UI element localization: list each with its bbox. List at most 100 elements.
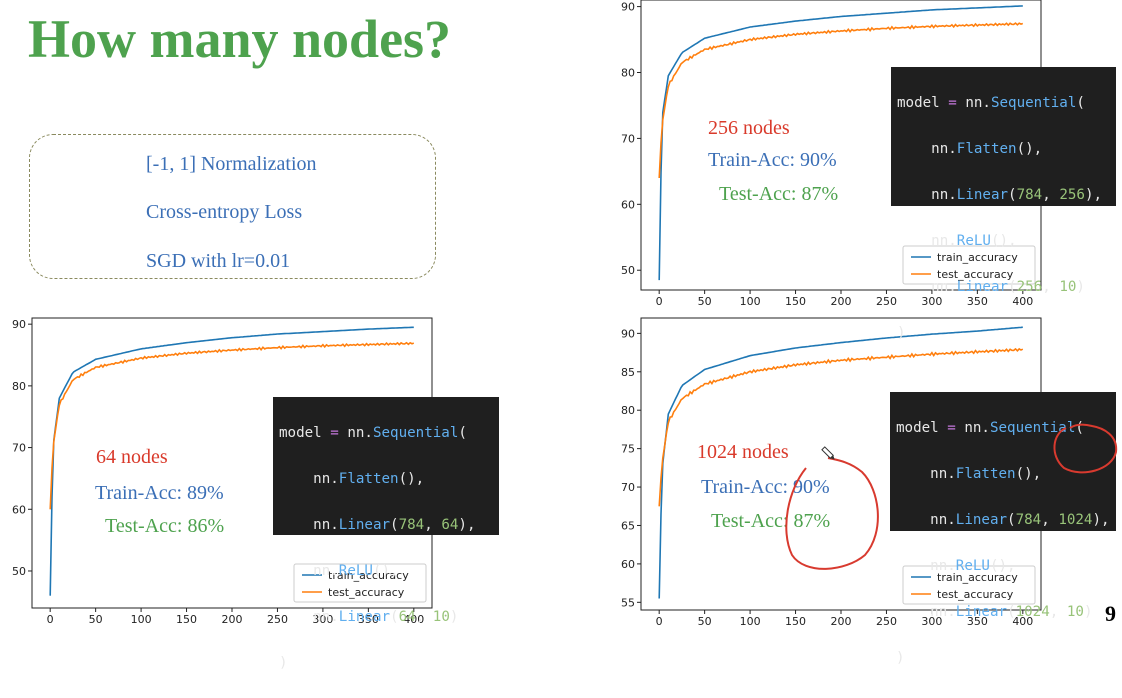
code-token: Linear	[338, 517, 391, 533]
code-token: Linear	[956, 187, 1009, 203]
code-token: nn.	[279, 471, 339, 487]
code-token: (),	[990, 233, 1017, 249]
panel-1024-code-block: model = nn.Sequential( nn.Flatten(), nn.…	[890, 392, 1116, 666]
code-token: nn.	[956, 95, 991, 111]
code-token: 10	[1066, 604, 1084, 620]
code-token: (	[390, 517, 399, 533]
x-tick-label: 350	[967, 615, 988, 628]
code-token: (	[1007, 604, 1016, 620]
code-token: (	[1008, 187, 1017, 203]
y-tick-label: 70	[621, 481, 635, 494]
code-token: nn.	[896, 558, 956, 574]
code-token: (),	[398, 471, 425, 487]
y-tick-label: 90	[621, 1, 635, 14]
x-tick-label: 0	[47, 613, 54, 626]
code-token: nn.	[896, 466, 956, 482]
code-token: ,	[415, 609, 433, 625]
code-token: 784	[1015, 512, 1042, 528]
setting-loss: Cross-entropy Loss	[146, 201, 303, 223]
code-token: =	[948, 95, 957, 111]
legend-box	[902, 565, 1036, 605]
code-token: model	[896, 420, 948, 436]
code-token: ReLU	[955, 558, 990, 574]
x-tick-label: 300	[312, 613, 333, 626]
code-token: nn.	[897, 141, 957, 157]
code-token: )	[896, 650, 905, 666]
code-token: =	[330, 425, 339, 441]
x-tick-label: 250	[267, 613, 288, 626]
x-tick-label: 250	[876, 615, 897, 628]
y-tick-label: 50	[621, 264, 635, 277]
y-tick-label: 80	[621, 404, 635, 417]
code-token: Sequential	[989, 420, 1076, 436]
code-line: )	[279, 652, 493, 675]
code-token: nn.	[955, 420, 990, 436]
x-tick-label: 50	[698, 295, 712, 308]
panel-64-train-acc: Train-Acc: 89%	[95, 482, 224, 504]
y-tick-label: 50	[12, 565, 26, 578]
code-token: ),	[458, 517, 476, 533]
y-tick-label: 60	[12, 503, 26, 516]
code-line: nn.Linear(64, 10)	[279, 606, 493, 629]
x-tick-label: 400	[403, 613, 424, 626]
code-token: nn.	[279, 609, 339, 625]
code-token: model	[279, 425, 331, 441]
code-token: =	[947, 420, 956, 436]
code-token: )	[897, 325, 906, 341]
y-tick-label: 90	[12, 318, 26, 331]
code-token: (	[390, 609, 399, 625]
code-line: nn.Flatten(),	[279, 468, 493, 491]
series-line-train_accuracy	[658, 5, 1023, 281]
code-token: (),	[989, 558, 1016, 574]
code-token: 1024	[1015, 604, 1050, 620]
code-token: ),	[1092, 512, 1110, 528]
code-token: 10	[1059, 279, 1077, 295]
x-tick-label: 50	[698, 615, 712, 628]
y-tick-label: 60	[621, 558, 635, 571]
code-token: nn.	[279, 517, 339, 533]
code-line: nn.Flatten(),	[896, 463, 1110, 486]
y-tick-label: 60	[621, 198, 635, 211]
panel-256-train-acc: Train-Acc: 90%	[708, 149, 837, 171]
x-tick-label: 250	[876, 295, 897, 308]
code-token: ,	[1049, 604, 1067, 620]
code-token: model	[897, 95, 949, 111]
legend-box	[902, 245, 1036, 285]
panel-64-test-acc: Test-Acc: 86%	[105, 515, 225, 537]
code-token: 256	[1016, 279, 1043, 295]
code-line: nn.Linear(256, 10)	[897, 276, 1110, 299]
x-tick-label: 50	[89, 613, 103, 626]
code-token: 784	[398, 517, 425, 533]
code-token: (	[458, 425, 467, 441]
code-token: nn.	[897, 279, 957, 295]
code-token: (),	[1016, 141, 1043, 157]
chart-0: 0 50 100 150 200 250 300 350 400 50 60 70 80 90 train_…	[12, 317, 433, 626]
x-tick-label: 150	[785, 295, 806, 308]
legend-label: test_accuracy	[328, 586, 405, 599]
legend-label: train_accuracy	[937, 251, 1018, 264]
code-token: ,	[1042, 187, 1060, 203]
x-tick-label: 400	[1012, 295, 1033, 308]
code-token: 64	[441, 517, 459, 533]
y-tick-label: 85	[621, 366, 635, 379]
code-token: )	[449, 609, 459, 625]
setting-normalization: [-1, 1] Normalization	[146, 153, 317, 175]
x-tick-label: 100	[131, 613, 152, 626]
code-token: Linear	[955, 604, 1008, 620]
y-tick-label: 90	[621, 327, 635, 340]
code-line: nn.Linear(784, 1024),	[896, 509, 1110, 532]
x-tick-label: 100	[740, 295, 761, 308]
setting-optimizer: SGD with lr=0.01	[146, 250, 291, 272]
legend-box	[293, 563, 427, 603]
series-line-test_accuracy	[658, 347, 1024, 507]
code-token: (),	[372, 563, 399, 579]
series-line-test_accuracy	[49, 341, 415, 510]
page-number: 9	[1105, 601, 1116, 626]
chart-1: 0 50 100 150 200 250 300 350 400 50 60 70 80 90 train_…	[621, 0, 1042, 308]
code-token: Sequential	[990, 95, 1077, 111]
code-token: nn.	[338, 425, 373, 441]
code-token: Linear	[338, 609, 391, 625]
x-tick-label: 350	[358, 613, 379, 626]
panel-1024-nodes-label: 1024 nodes	[697, 441, 789, 463]
code-token: 64	[398, 609, 416, 625]
